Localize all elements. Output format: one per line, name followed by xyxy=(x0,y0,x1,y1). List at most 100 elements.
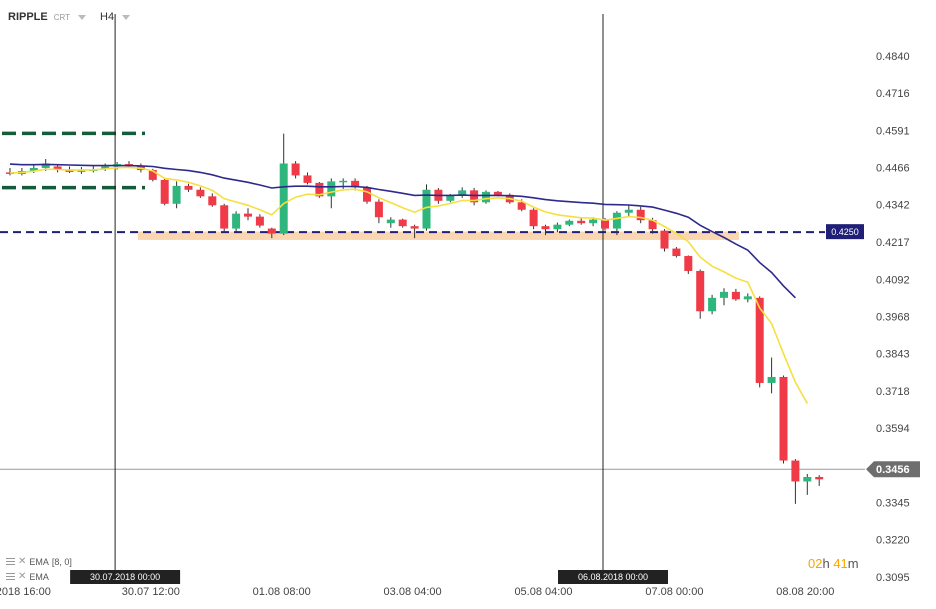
candle-down xyxy=(636,209,645,221)
x-tick-label: 08.08 20:00 xyxy=(776,586,834,598)
y-tick-label: 0.3345 xyxy=(876,497,910,509)
candle-down xyxy=(291,163,300,176)
candle-up xyxy=(803,476,812,482)
close-icon[interactable]: ✕ xyxy=(18,571,27,582)
drag-handle-icon[interactable] xyxy=(6,558,15,565)
candle-up xyxy=(422,189,431,229)
candle-down xyxy=(517,202,526,210)
support-line-tag xyxy=(826,224,864,240)
chart-header: RIPPLE CRT H4 xyxy=(8,11,131,23)
y-tick-label: 0.3968 xyxy=(876,311,910,323)
y-tick-label: 0.3718 xyxy=(876,386,910,398)
current-price-label: 0.3456 xyxy=(876,464,910,476)
countdown-hours-unit: h xyxy=(822,556,830,571)
candle-down xyxy=(398,219,407,227)
y-tick-label: 0.4342 xyxy=(876,200,910,212)
candle-down xyxy=(731,291,740,300)
candle-countdown: 02h 41m xyxy=(808,556,859,571)
y-tick-label: 0.3220 xyxy=(876,535,910,547)
vertical-marker-tag xyxy=(558,570,668,584)
candle-down xyxy=(315,182,324,197)
chevron-down-icon[interactable] xyxy=(122,14,131,20)
price-source[interactable]: CRT xyxy=(53,12,71,22)
candle-down xyxy=(160,179,169,204)
candle-down xyxy=(648,220,657,230)
candle-down xyxy=(696,270,705,312)
candle-down xyxy=(363,187,371,202)
candle-up xyxy=(708,297,717,312)
chevron-down-icon[interactable] xyxy=(78,14,87,20)
current-price-tag xyxy=(866,461,920,478)
candle-up xyxy=(482,191,490,203)
candle-up xyxy=(446,195,455,201)
indicator-name[interactable]: EMA xyxy=(29,556,49,567)
candle-up xyxy=(29,167,38,171)
candle-down xyxy=(779,376,788,461)
candle-up xyxy=(386,219,395,224)
candle-down xyxy=(815,476,824,480)
candle-down xyxy=(541,226,550,230)
candle-up xyxy=(77,170,86,172)
y-tick-label: 0.3095 xyxy=(876,572,910,584)
candle-down xyxy=(196,189,205,197)
candle-down xyxy=(470,190,479,203)
y-tick-label: 0.4591 xyxy=(876,125,910,137)
candle-down xyxy=(208,196,217,206)
countdown-hours: 02 xyxy=(808,556,823,571)
x-tick-label: 28.07.2018 16:00 xyxy=(0,586,51,598)
countdown-minutes: 41 xyxy=(833,556,848,571)
candle-down xyxy=(303,175,312,183)
ema-fast-line xyxy=(9,166,808,404)
candle-down xyxy=(220,205,229,229)
y-tick-label: 0.4466 xyxy=(876,163,910,175)
y-tick-label: 0.4840 xyxy=(876,51,910,63)
candle-up xyxy=(565,220,574,225)
candle-down xyxy=(529,209,538,227)
candle-down xyxy=(684,256,693,271)
close-icon[interactable]: ✕ xyxy=(18,556,27,567)
vertical-marker-label: 06.08.2018 00:00 xyxy=(578,572,648,582)
y-tick-label: 0.3843 xyxy=(876,349,910,361)
candle-down xyxy=(255,216,264,226)
candle-up xyxy=(589,219,598,224)
candle-down xyxy=(410,226,419,229)
drag-handle-icon[interactable] xyxy=(6,573,15,580)
countdown-minutes-unit: m xyxy=(847,556,859,571)
candle-down xyxy=(493,191,502,195)
indicator-name[interactable]: EMA xyxy=(29,571,49,582)
y-tick-label: 0.4217 xyxy=(876,237,910,249)
candle-up xyxy=(553,224,562,230)
vertical-marker-tag xyxy=(70,570,181,584)
indicator-params: [8, 0] xyxy=(51,556,72,567)
support-zone xyxy=(137,231,739,240)
candle-down xyxy=(53,166,62,170)
x-tick-label: 01.08 08:00 xyxy=(253,586,311,598)
candle-up xyxy=(767,376,776,383)
candle-down xyxy=(755,297,764,383)
candle-down xyxy=(244,213,252,217)
indicator-legend-ema-fast: ✕ EMA [8, 0] xyxy=(6,556,72,567)
candle-up xyxy=(458,190,467,196)
candle-down xyxy=(601,219,609,229)
y-tick-label: 0.4716 xyxy=(876,88,910,100)
candle-down xyxy=(184,185,193,190)
y-tick-label: 0.4092 xyxy=(876,274,910,286)
candle-up xyxy=(232,213,241,229)
candle-up xyxy=(612,212,621,229)
candle-down xyxy=(374,201,383,218)
timeframe-selector[interactable]: H4 xyxy=(100,11,115,23)
x-tick-label: 07.08 00:00 xyxy=(645,586,703,598)
candle-down xyxy=(148,170,157,180)
support-line-label: 0.4250 xyxy=(831,227,859,237)
symbol-selector[interactable]: RIPPLE xyxy=(8,11,48,23)
candle-down xyxy=(672,248,681,257)
candle-up xyxy=(720,291,728,298)
x-tick-label: 05.08 04:00 xyxy=(514,586,572,598)
candle-up xyxy=(101,166,110,170)
ema-slow-line xyxy=(9,163,796,299)
candle-up xyxy=(339,180,348,183)
candle-down xyxy=(791,460,800,482)
candle-up xyxy=(172,185,181,204)
candle-up xyxy=(41,163,50,168)
